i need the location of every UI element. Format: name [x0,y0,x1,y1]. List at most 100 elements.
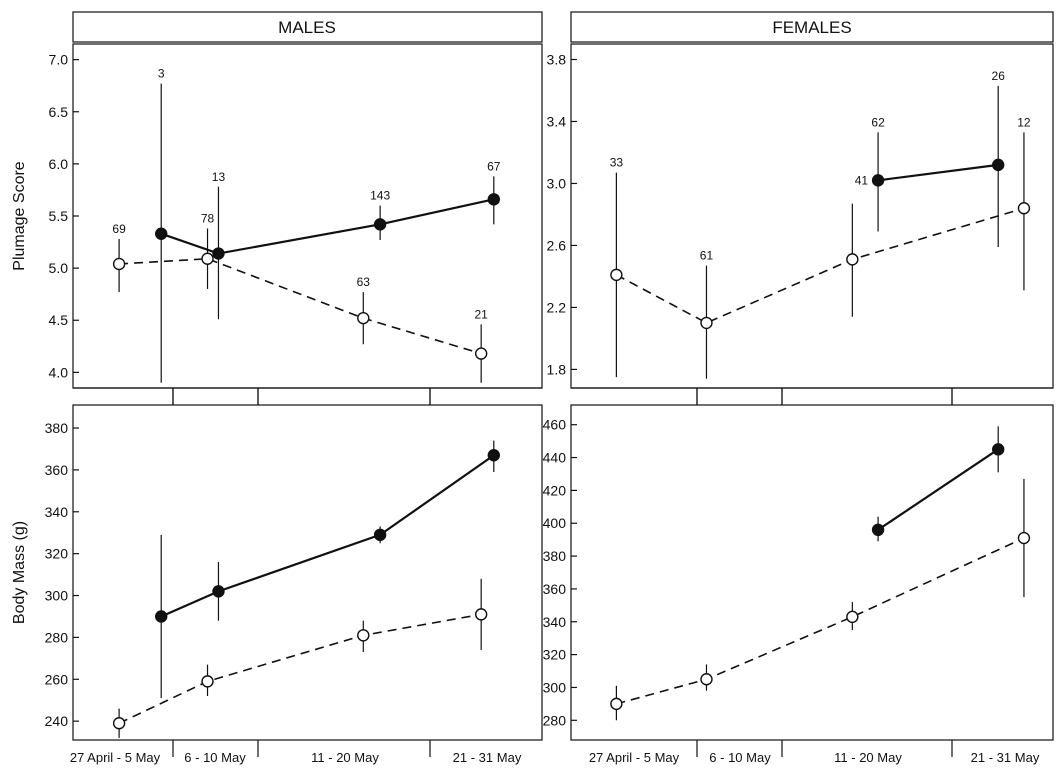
data-point [992,443,1005,456]
data-point [212,585,225,598]
y-tick-label: 3.8 [547,51,567,67]
filled-series: 3 13 143 67 [155,67,501,383]
data-point [846,253,859,266]
filled-series [155,440,500,699]
open-series: 69 78 63 21 [112,212,488,383]
sample-size-label: 3 [158,67,165,81]
data-point [201,252,214,265]
data-point [700,316,713,330]
x-tick-label: 11 - 20 May [834,750,902,765]
data-point [700,673,713,686]
x-tick-label: 21 - 31 May [971,750,1040,765]
y-tick-label: 380 [45,420,69,436]
males-mass-panel: 240 260 280 300 320 340 360 380 Body Mass (g) 27 … [11,387,543,765]
data-point [155,610,168,623]
data-point [201,675,214,688]
y-tick-label: 280 [45,629,69,645]
females-mass-panel: 280 300 320 340 360 380 400 420 440 460 27 April -… [543,387,1054,765]
y-tick-label: 1.8 [547,361,567,377]
y-tick-label: 240 [45,713,69,729]
y-tick-label: 5.0 [49,260,69,276]
y-tick-label: 360 [45,462,69,478]
y-axis-label: Plumage Score [11,161,28,270]
females-header: FEMALES [570,11,1054,43]
males-header-box [72,11,543,43]
y-tick-label: 7.0 [49,52,69,68]
sample-size-label: 61 [700,249,714,263]
y-tick-label: 2.6 [547,237,567,253]
data-point [357,311,370,325]
y-tick-label: 3.4 [547,113,567,129]
data-point [992,158,1005,172]
y-tick-label: 320 [543,647,567,663]
y-tick-label: 5.5 [49,208,69,224]
y-tick-label: 320 [45,546,69,562]
x-tick-label: 6 - 10 May [709,750,771,765]
y-tick-label: 360 [543,581,567,597]
sample-size-label: 62 [871,115,885,129]
y-tick-label: 260 [45,671,69,687]
y-tick-label: 460 [543,417,567,433]
series-line [616,207,1025,324]
data-point [487,193,500,206]
sample-size-label: 63 [357,275,371,289]
sample-size-label: 21 [474,307,488,321]
y-tick-label: 300 [543,679,567,695]
sample-size-label: 41 [855,173,869,187]
series-line [616,537,1025,705]
sample-size-label: 12 [1017,115,1031,129]
y-tick-label: 6.0 [49,156,69,172]
series-line [119,257,482,355]
x-tick-label: 11 - 20 May [311,750,379,765]
y-tick-label: 4.5 [49,312,69,328]
data-point [1017,202,1031,215]
males-header: MALES [72,11,543,43]
sample-size-label: 69 [112,222,126,236]
females-header-label: FEMALES [772,18,851,37]
y-tick-label: 400 [543,515,567,531]
plot-frame [570,43,1054,389]
x-tick-label: 6 - 10 May [184,750,246,765]
sample-size-label: 26 [992,69,1006,83]
males-plumage-panel: 4.0 4.5 5.0 5.5 6.0 6.5 7.0 Plumage Score 3 13 143… [11,43,543,405]
y-tick-label: 440 [543,450,567,466]
y-tick-label: 340 [45,504,69,520]
y-tick-label: 420 [543,482,567,498]
data-point [871,174,885,187]
x-tick-label: 27 April - 5 May [70,750,161,765]
filled-series: 62 26 [871,69,1005,247]
data-point [357,629,370,642]
series-line [160,198,495,255]
y-tick-label: 4.0 [49,364,69,380]
filled-series [871,426,1005,542]
females-header-box [570,11,1054,43]
data-point [373,218,387,231]
y-tick-label: 2.2 [547,299,567,315]
open-series [112,578,488,738]
sample-size-label: 78 [201,212,215,226]
y-axis-label: Body Mass (g) [11,521,28,624]
series-line [877,448,999,531]
data-point [474,347,488,360]
data-point [1017,531,1031,545]
sample-size-label: 13 [212,170,226,184]
y-tick-label: 340 [543,614,567,630]
y-tick-label: 380 [543,548,567,564]
open-series [610,478,1031,721]
data-point [871,523,885,537]
data-point [487,449,500,462]
y-tick-label: 3.0 [547,175,567,191]
females-plumage-panel: 1.8 2.2 2.6 3.0 3.4 3.8 62 26 33 61 41 12 [547,43,1054,405]
sample-size-label: 143 [370,189,390,203]
plot-frame [570,404,1054,741]
y-tick-label: 300 [45,588,69,604]
y-tick-label: 280 [543,712,567,728]
sample-size-label: 33 [610,156,624,170]
data-point [212,247,225,260]
series-line [160,454,495,618]
males-header-label: MALES [278,18,336,37]
x-tick-label: 27 April - 5 May [589,750,680,765]
plot-frame [72,404,543,741]
data-point [155,227,168,240]
data-point [610,268,623,282]
